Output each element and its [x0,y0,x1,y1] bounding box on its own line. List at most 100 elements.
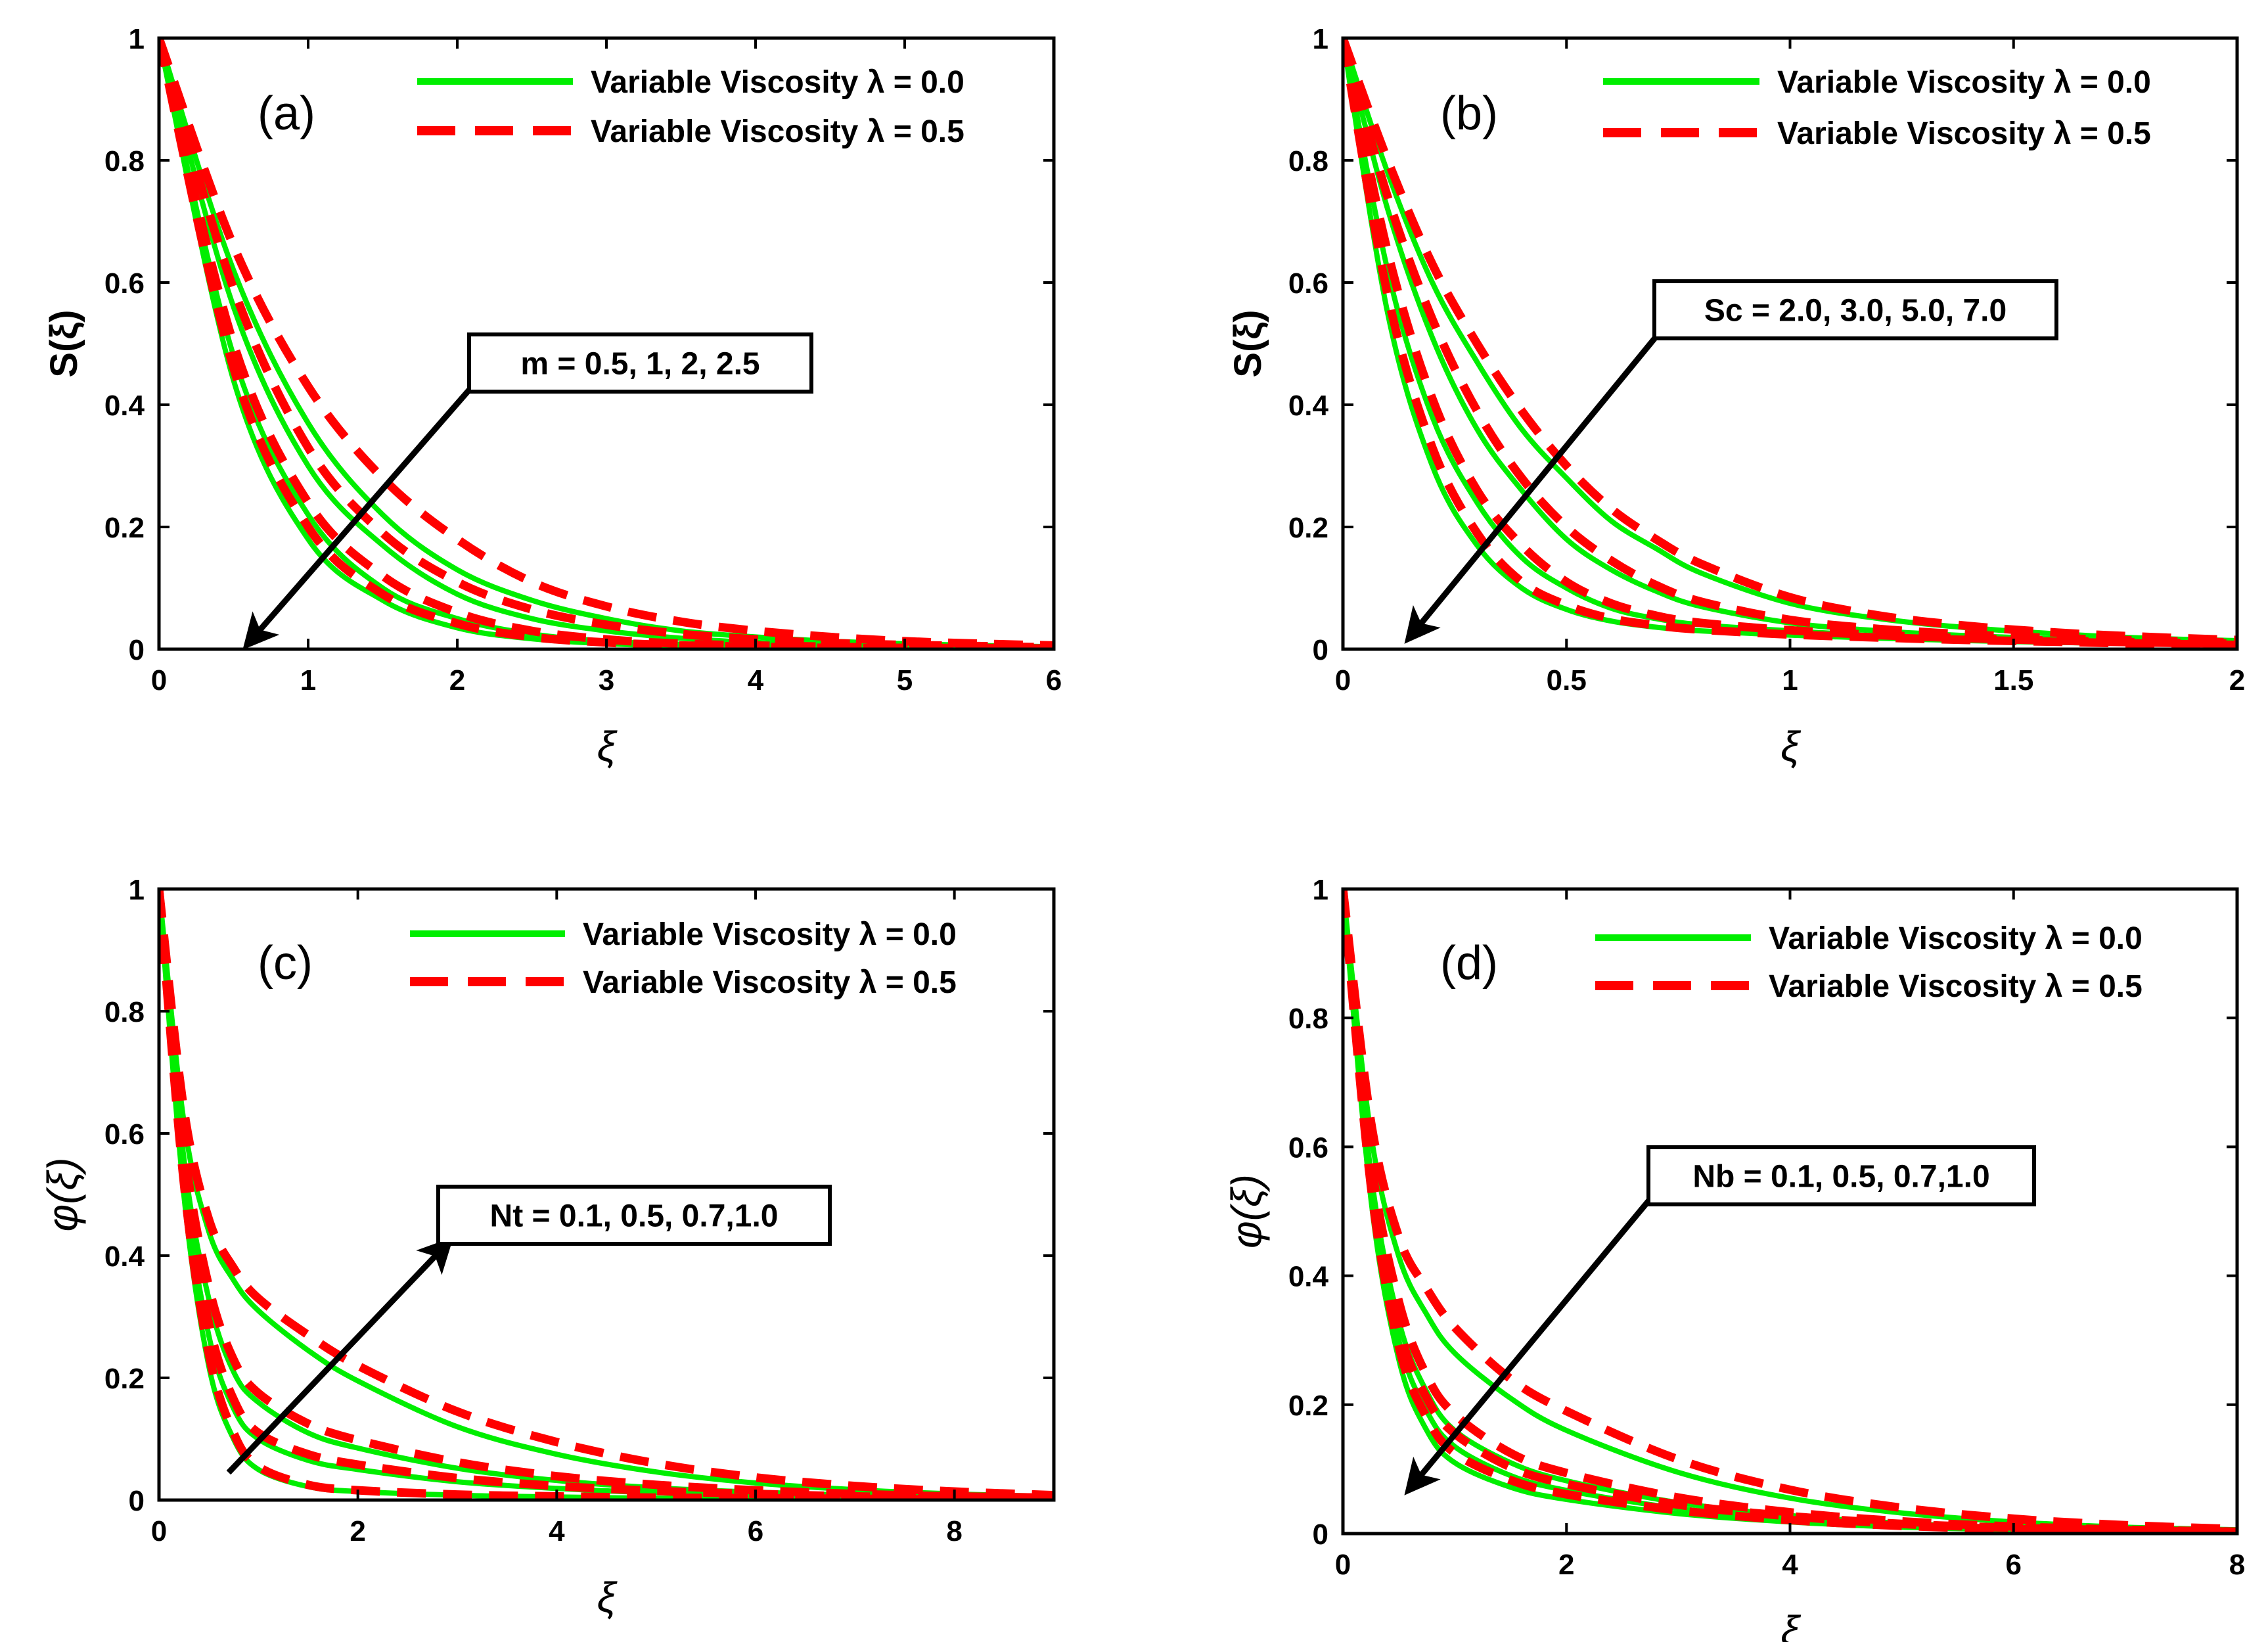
chart-panel-c: 0 2 4 6 8 0 0.2 0.4 0.6 0.8 1 ξ φ(ξ) (c) Variable Visc… [39,874,1056,1621]
series-line-7 [1343,889,2237,1534]
panel-label: (c) [258,937,313,990]
plot-area [1343,889,2237,1534]
legend-label-lambda-0: Variable Viscosity λ = 0.0 [583,917,957,952]
x-axis-label: ξ [597,723,618,770]
legend: Variable Viscosity λ = 0.0 Variable Visco… [410,917,957,1000]
annotation-arrow [1404,1190,1658,1495]
x-tick-label: 5 [897,664,913,696]
chart-panel-d: 0 2 4 6 8 0 0.2 0.4 0.6 0.8 1 ξ φ(ξ) (d) Variable Visc… [1223,874,2245,1642]
y-tick-label: 0 [129,1485,145,1517]
x-tick-label: 8 [946,1515,962,1547]
x-tick-label: 0.5 [1547,664,1587,696]
legend-label-lambda-05: Variable Viscosity λ = 0.5 [1777,116,2151,151]
x-axis-label: ξ [1780,1607,1801,1642]
x-tick-label: 2 [1558,1549,1574,1581]
y-axis-label: S(ξ) [43,309,85,377]
x-tick-label: 2 [449,664,465,696]
x-tick-label: 4 [549,1515,565,1547]
panel-label: (b) [1440,87,1498,140]
series-line-7 [159,889,1054,1500]
x-tick-label: 2 [2229,664,2245,696]
annotation-frame [436,1185,832,1246]
series-line-8 [159,889,1054,1500]
y-tick-label: 0.8 [1288,145,1328,177]
legend: Variable Viscosity λ = 0.0 Variable Visco… [417,65,964,149]
x-axis-label: ξ [1780,723,1801,770]
y-tick-label: 0 [129,634,145,666]
series-group [1343,38,2237,649]
x-tick-label: 1 [1782,664,1798,696]
x-tick-label: 6 [748,1515,763,1547]
y-tick-label: 0.4 [1288,390,1329,422]
y-tick-label: 0.8 [104,145,145,177]
legend: Variable Viscosity λ = 0.0 Variable Visco… [1595,921,2143,1004]
x-tick-label: 0 [1335,1549,1351,1581]
annotation-box: Nt = 0.1, 0.5, 0.7,1.0 [436,1185,832,1246]
x-tick-label: 6 [2006,1549,2022,1581]
y-tick-label: 1 [129,23,145,55]
plot-area [1343,38,2237,649]
annotation-arrow [226,1237,454,1475]
y-tick-label: 1 [129,874,145,906]
x-tick-label: 0 [151,1515,167,1547]
panel-label: (d) [1440,937,1498,990]
x-tick-label: 3 [599,664,614,696]
annotation-box: Nb = 0.1, 0.5, 0.7,1.0 [1646,1145,2036,1206]
annotation-arrow [1404,329,1663,644]
series-line-5 [159,38,1054,649]
x-axis-label: ξ [597,1574,618,1621]
legend: Variable Viscosity λ = 0.0 Variable Visco… [1603,65,2151,151]
y-axis-label: φ(ξ) [1223,1174,1270,1248]
y-tick-label: 0.4 [1288,1261,1329,1293]
x-tick-label: 6 [1046,664,1062,696]
y-tick-label: 0.2 [1288,512,1328,544]
x-tick-label: 0 [151,664,167,696]
series-line-5 [1343,38,2237,645]
y-tick-label: 0.2 [104,512,145,544]
y-tick-label: 0 [1313,1518,1328,1551]
y-axis-label: S(ξ) [1227,309,1269,377]
annotation-text: Nb = 0.1, 0.5, 0.7,1.0 [1692,1160,1989,1195]
legend-label-lambda-05: Variable Viscosity λ = 0.5 [583,965,957,1000]
y-tick-label: 0.6 [1288,1131,1328,1164]
annotation-text: m = 0.5, 1, 2, 2.5 [520,347,760,382]
y-tick-label: 0.4 [104,1241,145,1273]
y-tick-label: 0.6 [104,267,145,300]
y-axis-label: φ(ξ) [39,1158,86,1232]
annotation-frame [1652,279,2058,340]
y-tick-label: 0.8 [1288,1003,1328,1035]
annotation-frame [467,332,813,394]
annotation-arrow [242,384,475,650]
y-tick-label: 0.8 [104,996,145,1028]
legend-label-lambda-0: Variable Viscosity λ = 0.0 [1769,921,2143,956]
panel-label: (a) [258,87,315,140]
y-tick-label: 1 [1313,23,1328,55]
x-tick-label: 8 [2229,1549,2245,1581]
legend-label-lambda-05: Variable Viscosity λ = 0.5 [1769,969,2143,1004]
legend-label-lambda-05: Variable Viscosity λ = 0.5 [591,114,964,149]
annotation-text: Sc = 2.0, 3.0, 5.0, 7.0 [1704,294,2007,329]
y-tick-label: 0.6 [104,1118,145,1151]
chart-panel-b: 0 0.5 1 1.5 2 0 0.2 0.4 0.6 0.8 1 ξ S(ξ) (b) Variable … [1227,23,2245,770]
x-tick-label: 2 [350,1515,365,1547]
annotation-text: Nt = 0.1, 0.5, 0.7,1.0 [490,1199,779,1234]
y-tick-label: 1 [1313,874,1328,906]
x-tick-label: 4 [748,664,764,696]
x-tick-label: 0 [1335,664,1351,696]
x-tick-label: 4 [1782,1549,1798,1581]
series-line-8 [1343,38,2237,649]
chart-panel-a: 0 1 2 3 4 5 6 0 0.2 0.4 0.6 0.8 1 ξ S(ξ) (a) Variable Vi… [43,23,1062,770]
annotation-frame [1646,1145,2036,1206]
x-tick-label: 1 [300,664,316,696]
annotation-box: Sc = 2.0, 3.0, 5.0, 7.0 [1652,279,2058,340]
y-tick-label: 0.6 [1288,267,1328,300]
y-tick-label: 0.2 [1288,1390,1328,1422]
series-line-5 [1343,889,2237,1534]
x-tick-label: 1.5 [1993,664,2033,696]
y-tick-label: 0.4 [104,390,145,422]
series-line-7 [1343,38,2237,649]
y-tick-label: 0 [1313,634,1328,666]
legend-label-lambda-0: Variable Viscosity λ = 0.0 [1777,65,2151,100]
annotation-box: m = 0.5, 1, 2, 2.5 [467,332,813,394]
